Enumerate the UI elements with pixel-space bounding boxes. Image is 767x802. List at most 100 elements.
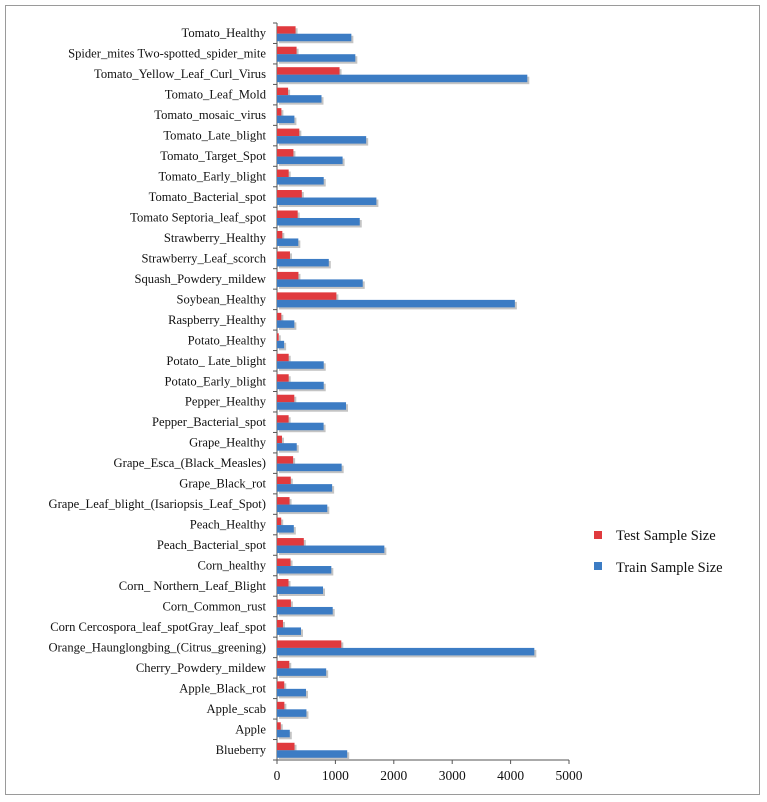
category-label: Apple_Black_rot bbox=[179, 681, 266, 695]
train-bar bbox=[277, 729, 290, 738]
category-label: Corn_Common_rust bbox=[162, 599, 266, 613]
category-label: Peach_Bacterial_spot bbox=[157, 538, 267, 552]
category-label: Apple_scab bbox=[207, 702, 266, 716]
train-bar bbox=[277, 95, 322, 103]
chart-frame bbox=[5, 5, 760, 795]
train-bar bbox=[277, 340, 285, 349]
category-label: Tomato_Healthy bbox=[182, 26, 267, 40]
test-bar bbox=[277, 722, 281, 730]
test-bar bbox=[277, 190, 302, 198]
test-bar bbox=[277, 169, 289, 178]
test-bar bbox=[277, 497, 290, 505]
train-bar bbox=[277, 627, 302, 635]
test-bar bbox=[277, 128, 300, 137]
train-bar bbox=[277, 504, 328, 513]
category-label: Orange_Haunglongbing_(Citrus_greening) bbox=[48, 640, 266, 654]
test-bar bbox=[277, 599, 291, 607]
legend-swatch-test bbox=[594, 531, 602, 539]
train-bar bbox=[277, 54, 356, 62]
train-bar bbox=[277, 709, 307, 717]
train-bar bbox=[277, 74, 528, 83]
train-bar bbox=[277, 402, 347, 410]
x-tick-label: 3000 bbox=[439, 768, 466, 783]
train-bar bbox=[277, 177, 324, 185]
category-label: Corn_healthy bbox=[197, 559, 266, 573]
category-label: Tomato_Bacterial_spot bbox=[149, 190, 267, 204]
train-bar bbox=[277, 566, 332, 574]
train-bar bbox=[277, 33, 352, 42]
test-bar bbox=[277, 108, 282, 116]
train-bar bbox=[277, 381, 324, 390]
train-bar bbox=[277, 647, 535, 656]
test-bar bbox=[277, 394, 295, 403]
category-label: Peach_Healthy bbox=[190, 518, 267, 532]
legend-label-train: Train Sample Size bbox=[616, 560, 723, 576]
category-label: Corn Cercospora_leaf_spotGray_leaf_spot bbox=[50, 620, 266, 634]
train-bar bbox=[277, 217, 360, 226]
category-label: Strawberry_Healthy bbox=[164, 231, 267, 245]
test-bar bbox=[277, 476, 291, 485]
category-label: Corn_ Northern_Leaf_Blight bbox=[119, 579, 267, 593]
test-bar bbox=[277, 415, 289, 423]
category-label: Tomato Septoria_leaf_spot bbox=[130, 210, 266, 224]
train-bar bbox=[277, 586, 324, 594]
train-bar bbox=[277, 320, 295, 328]
test-bar bbox=[277, 435, 282, 444]
test-bar bbox=[277, 46, 297, 55]
category-label: Spider_mites Two-spotted_spider_mite bbox=[68, 47, 266, 61]
x-tick-label: 1000 bbox=[322, 768, 349, 783]
category-label: Tomato_Leaf_Mold bbox=[165, 88, 267, 102]
category-label: Soybean_Healthy bbox=[176, 292, 266, 306]
train-bar bbox=[277, 279, 363, 287]
train-bar bbox=[277, 668, 327, 676]
category-label: Tomato_Early_blight bbox=[158, 170, 266, 184]
category-label: Tomato_mosaic_virus bbox=[154, 108, 266, 122]
category-label: Raspberry_Healthy bbox=[168, 313, 267, 327]
test-bar-shadow bbox=[279, 724, 283, 732]
test-bar bbox=[277, 333, 279, 341]
train-bar bbox=[277, 115, 295, 124]
x-tick-label: 5000 bbox=[556, 768, 583, 783]
x-tick-label: 4000 bbox=[497, 768, 524, 783]
category-label: Pepper_Bacterial_spot bbox=[152, 415, 267, 429]
test-bar bbox=[277, 67, 340, 75]
test-bar bbox=[277, 230, 283, 239]
train-bar bbox=[277, 606, 333, 615]
category-label: Pepper_Healthy bbox=[185, 395, 267, 409]
category-label: Tomato_Target_Spot bbox=[160, 149, 266, 163]
x-tick-label: 0 bbox=[274, 768, 281, 783]
test-bar bbox=[277, 640, 342, 648]
train-bar bbox=[277, 361, 324, 369]
test-bar bbox=[277, 742, 295, 751]
train-bar bbox=[277, 299, 515, 308]
test-bar bbox=[277, 681, 285, 689]
test-bar bbox=[277, 456, 294, 464]
test-bar bbox=[277, 87, 289, 96]
test-bar bbox=[277, 271, 299, 280]
legend-label-test: Test Sample Size bbox=[616, 528, 716, 544]
test-bar bbox=[277, 701, 285, 710]
train-bar bbox=[277, 443, 297, 451]
test-bar bbox=[277, 312, 282, 321]
train-bar bbox=[277, 525, 294, 533]
category-label: Grape_Black_rot bbox=[179, 477, 266, 491]
test-bar bbox=[277, 149, 294, 157]
test-bar bbox=[277, 578, 289, 587]
test-bar bbox=[277, 292, 337, 300]
test-bar bbox=[277, 619, 283, 628]
test-bar bbox=[277, 210, 298, 218]
category-label: Blueberry bbox=[216, 743, 267, 757]
test-bar bbox=[277, 374, 289, 382]
train-bar bbox=[277, 238, 299, 246]
train-bar bbox=[277, 258, 329, 267]
category-label: Grape_Healthy bbox=[189, 436, 267, 450]
train-bar bbox=[277, 136, 367, 144]
category-label: Grape_Leaf_blight_(Isariopsis_Leaf_Spot) bbox=[48, 497, 266, 511]
category-label: Grape_Esca_(Black_Measles) bbox=[114, 456, 266, 470]
x-tick-label: 2000 bbox=[380, 768, 407, 783]
test-bar bbox=[277, 517, 282, 526]
train-bar bbox=[277, 156, 343, 165]
category-label: Squash_Powdery_mildew bbox=[134, 272, 266, 286]
legend-swatch-train bbox=[594, 562, 602, 570]
